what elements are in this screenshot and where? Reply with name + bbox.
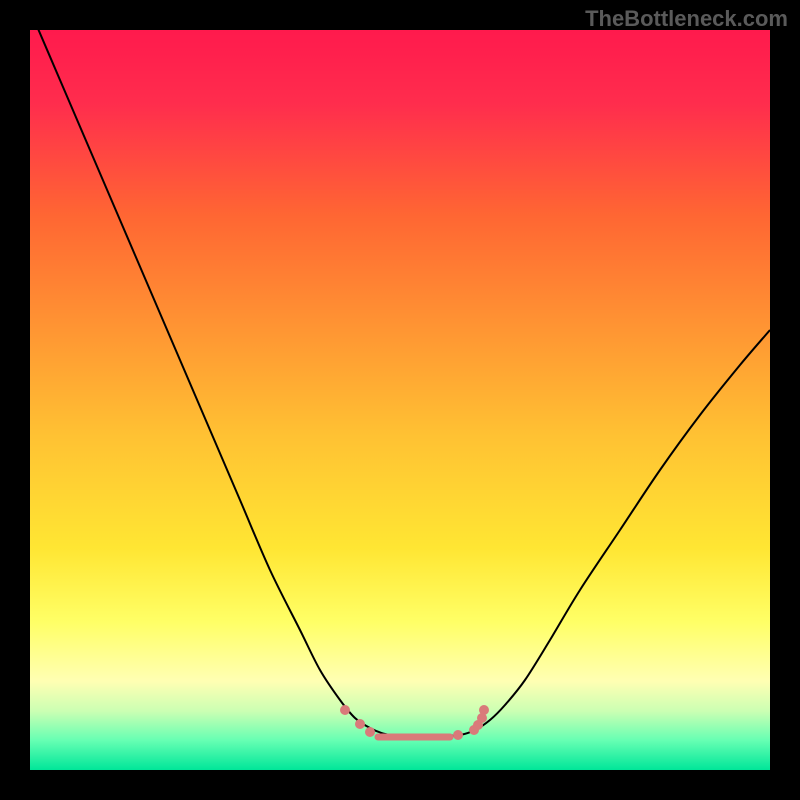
bottleneck-curve [30,30,770,736]
chart-plot-area [30,30,770,770]
bottom-markers [340,705,489,740]
watermark-text: TheBottleneck.com [585,6,788,32]
chart-curve [30,30,770,770]
